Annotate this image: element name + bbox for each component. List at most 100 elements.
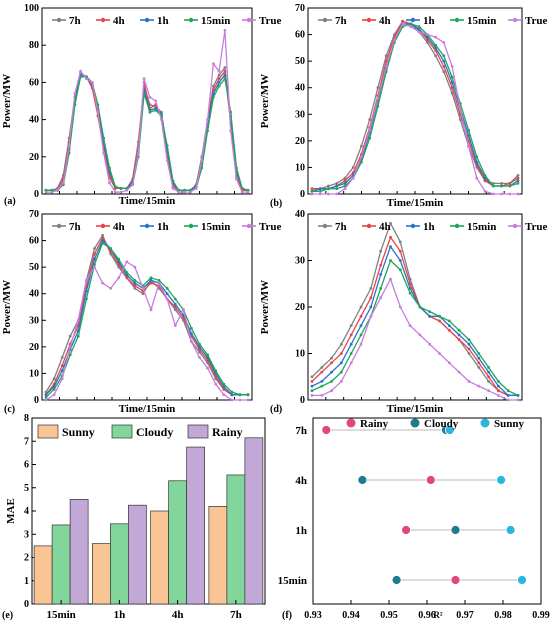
legend-marker [100,17,106,23]
data-point-4h [442,65,446,68]
data-point-4h [516,176,520,180]
data-point-15min [467,128,470,132]
panel-label: (e) [2,610,13,621]
data-point-True [194,187,198,190]
data-point-4h [349,333,353,337]
data-point-True [238,398,242,402]
legend-marker [480,418,490,428]
data-point-True [349,361,353,365]
x-tick-label: 1h [114,609,126,621]
data-point-15min [475,155,479,159]
data-point-True [141,287,145,290]
data-point-True [148,95,152,99]
x-axis-title: R² [433,610,442,620]
y-tick-label: 0 [300,189,305,200]
legend-label: 4h [379,221,391,233]
data-point-True [376,96,380,100]
y-axis-title: Power/MW [1,74,13,128]
data-point-True [52,393,56,397]
data-point-True [149,308,153,312]
data-point-15min [173,297,177,301]
y-tick-label: 20 [295,136,305,147]
data-point-1h [318,187,322,191]
data-point-1h [457,333,461,337]
data-point-True [50,190,54,194]
data-point-4h [438,319,441,323]
data-point-True [458,107,462,111]
bar-sunny [92,543,111,605]
legend-marker [454,223,460,229]
data-point-True [483,189,487,193]
data-point-4h [343,179,347,183]
panel-label: (a) [4,196,16,207]
point-rainy [321,425,332,435]
data-point-15min [389,259,392,262]
legend-label: Sunny [62,425,95,439]
data-point-True [182,308,185,312]
dumbbell-chart-panel: 0.93 0.94 0.95 0.96 0.97 0.98 0.99 7h 4h 1h 15min R… [278,417,550,621]
panel-label: (d) [270,404,282,415]
data-point-7h [359,305,363,309]
point-sunny [444,425,455,435]
data-point-True [183,190,186,194]
point-rainy [450,575,461,585]
y-tick-label: 5 [24,483,29,494]
data-point-15min [506,389,510,393]
data-point-15min [516,394,520,397]
data-point-1h [343,182,347,185]
legend-label: 1h [423,221,435,233]
data-point-1h [165,292,169,296]
data-point-1h [379,273,383,276]
data-point-True [113,190,117,194]
line-chart-panel: 0 20 40 60 80 100 7h 4h 1h 15min True Time/15min Pow… [1,3,282,207]
data-point-4h [340,352,343,355]
legend-label: True [525,221,548,233]
legend-swatch [187,424,209,439]
line-chart-panel: 0 10 20 30 40 50 60 70 7h 4h 1h 15min True Time/15min… [1,209,282,415]
y-tick-label: 10 [29,368,39,379]
data-point-7h [360,144,363,148]
legend-label: Cloudy [136,425,173,439]
data-point-7h [330,356,333,360]
legend-marker [346,418,356,428]
data-point-15min [212,95,215,99]
plot-frame [41,213,253,401]
data-point-15min [200,166,204,170]
data-point-True [409,25,413,28]
data-point-4h [389,235,392,239]
data-point-1h [330,370,333,374]
data-point-7h [384,54,388,58]
data-point-1h [310,384,314,388]
data-point-1h [442,59,446,63]
data-point-True [165,297,169,301]
series-line-15min [311,259,519,396]
data-point-15min [408,291,412,295]
data-point-True [500,192,503,196]
data-point-15min [171,179,175,183]
data-point-1h [190,332,193,335]
y-tick-label: 50 [29,262,39,273]
data-point-1h [408,287,412,290]
legend-label: 4h [113,221,125,233]
series-line-1h [46,73,249,191]
series-line-15min [45,242,248,398]
data-point-True [136,151,140,155]
y-tick-label: 20 [29,342,39,353]
legend-label: 4h [113,15,125,27]
data-point-1h [477,356,481,360]
data-point-15min [428,310,432,313]
data-point-True [165,159,169,162]
data-point-15min [238,393,242,397]
data-point-True [384,65,388,68]
data-point-4h [149,281,153,285]
data-point-1h [447,324,451,327]
data-point-15min [327,187,330,191]
data-point-15min [477,352,481,355]
data-point-15min [190,326,193,330]
x-tick-label: 0.99 [532,610,550,621]
line-chart-panel: 0 10 20 30 40 50 60 70 7h 4h 1h 15min True Time/15min… [259,3,548,209]
data-point-4h [310,380,314,383]
data-point-7h [368,118,372,121]
legend-marker [410,223,416,229]
data-point-4h [60,364,64,367]
